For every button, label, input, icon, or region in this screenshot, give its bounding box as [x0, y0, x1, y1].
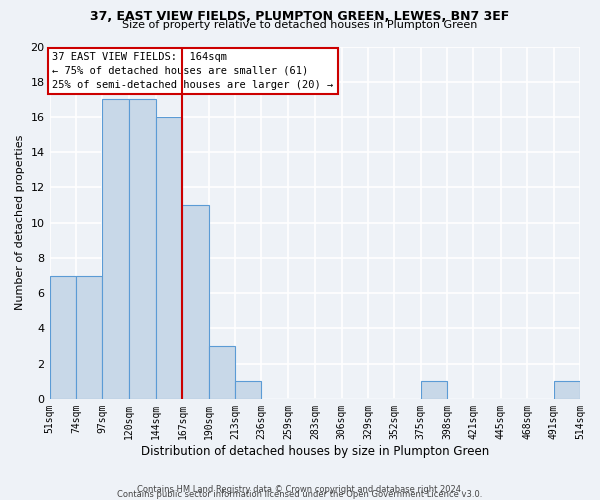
Bar — [421, 381, 447, 399]
Text: Contains public sector information licensed under the Open Government Licence v3: Contains public sector information licen… — [118, 490, 482, 499]
Bar — [76, 276, 102, 399]
X-axis label: Distribution of detached houses by size in Plumpton Green: Distribution of detached houses by size … — [140, 444, 489, 458]
Text: 37, EAST VIEW FIELDS, PLUMPTON GREEN, LEWES, BN7 3EF: 37, EAST VIEW FIELDS, PLUMPTON GREEN, LE… — [91, 10, 509, 23]
Bar — [156, 117, 182, 399]
Bar — [209, 346, 235, 399]
Bar — [102, 100, 128, 399]
Bar — [182, 205, 209, 399]
Bar — [554, 381, 580, 399]
Text: Size of property relative to detached houses in Plumpton Green: Size of property relative to detached ho… — [122, 20, 478, 30]
Text: 37 EAST VIEW FIELDS:  164sqm
← 75% of detached houses are smaller (61)
25% of se: 37 EAST VIEW FIELDS: 164sqm ← 75% of det… — [52, 52, 334, 90]
Text: Contains HM Land Registry data © Crown copyright and database right 2024.: Contains HM Land Registry data © Crown c… — [137, 484, 463, 494]
Bar — [128, 100, 156, 399]
Y-axis label: Number of detached properties: Number of detached properties — [15, 135, 25, 310]
Bar — [235, 381, 262, 399]
Bar — [50, 276, 76, 399]
